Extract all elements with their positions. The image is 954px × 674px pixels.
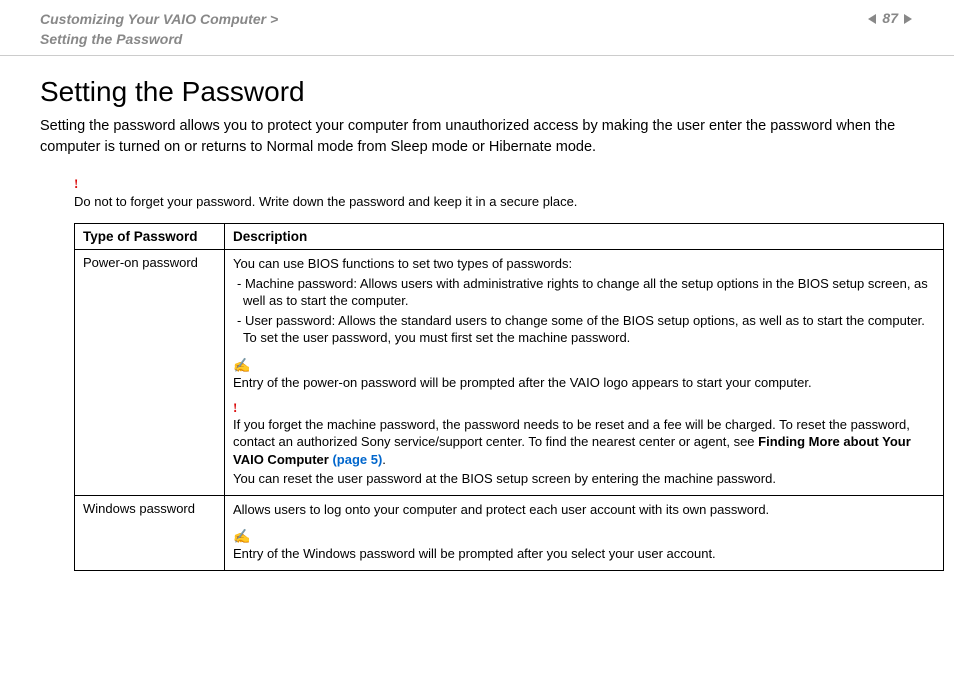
breadcrumb: Customizing Your VAIO Computer > Setting…: [40, 10, 278, 49]
prev-page-icon[interactable]: [866, 12, 878, 24]
row1-type: Power-on password: [75, 250, 225, 495]
breadcrumb-line-1: Customizing Your VAIO Computer >: [40, 11, 278, 27]
alert-icon: !: [74, 176, 914, 192]
intro-paragraph: Setting the password allows you to prote…: [40, 116, 914, 158]
row1-line1: You can use BIOS functions to set two ty…: [233, 255, 935, 273]
row1-description: You can use BIOS functions to set two ty…: [225, 250, 944, 495]
top-warning: ! Do not to forget your password. Write …: [74, 176, 914, 209]
row2-note1: Entry of the Windows password will be pr…: [233, 545, 935, 563]
row2-line1: Allows users to log onto your computer a…: [233, 501, 935, 519]
row1-line2: - Machine password: Allows users with ad…: [233, 275, 935, 310]
note-icon: ✍: [233, 357, 250, 374]
breadcrumb-line-2: Setting the Password: [40, 31, 182, 47]
row2-type: Windows password: [75, 495, 225, 570]
table-row: Windows password Allows users to log ont…: [75, 495, 944, 570]
row1-reset: You can reset the user password at the B…: [233, 470, 935, 488]
row1-note1: Entry of the power-on password will be p…: [233, 374, 935, 392]
page-content: Setting the Password Setting the passwor…: [0, 56, 954, 571]
password-table: Type of Password Description Power-on pa…: [74, 223, 944, 571]
page-title: Setting the Password: [40, 76, 914, 108]
table-header-row: Type of Password Description: [75, 224, 944, 250]
next-page-icon[interactable]: [902, 12, 914, 24]
header-description: Description: [225, 224, 944, 250]
row1-alert-end: .: [382, 452, 386, 467]
note-icon: ✍: [233, 528, 250, 545]
page-header: Customizing Your VAIO Computer > Setting…: [0, 0, 954, 56]
row1-line3: - User password: Allows the standard use…: [233, 312, 935, 347]
table-row: Power-on password You can use BIOS funct…: [75, 250, 944, 495]
top-warning-text: Do not to forget your password. Write do…: [74, 194, 577, 209]
page-nav: 87: [866, 10, 914, 26]
row2-description: Allows users to log onto your computer a…: [225, 495, 944, 570]
page-number: 87: [882, 10, 898, 26]
alert-icon: !: [233, 400, 935, 416]
row1-alert: If you forget the machine password, the …: [233, 416, 935, 469]
row1-alert-link[interactable]: (page 5): [332, 452, 382, 467]
header-type: Type of Password: [75, 224, 225, 250]
